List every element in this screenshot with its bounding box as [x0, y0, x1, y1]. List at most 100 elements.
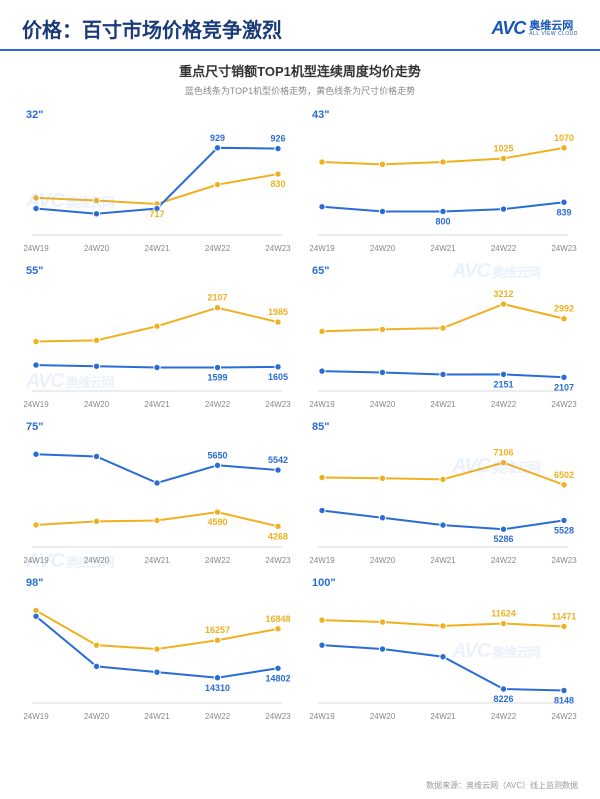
chart-panel: 32" 24W1924W2024W2124W2224W23 929926 717… — [20, 105, 294, 257]
chart-grid: 32" 24W19 24W20 24W21 24W22 24W23 929 926 717… — [0, 105, 600, 725]
chart-panel: 75" 24W1924W2024W2124W2224W23 56505542 4… — [20, 417, 294, 569]
chart-legend-note: 蓝色线条为TOP1机型价格走势，黄色线条为尺寸价格走势 — [0, 84, 600, 97]
svg-text:24W19: 24W19 — [23, 556, 49, 565]
svg-text:24W19: 24W19 — [309, 712, 335, 721]
svg-text:6502: 6502 — [554, 470, 574, 480]
brand-logo: AVC 奥维云网 ALL VIEW CLOUD — [492, 18, 578, 39]
chart-panel: 85" 24W1924W2024W2124W2224W23 52865528 7… — [306, 417, 580, 569]
panel-size-title: 65" — [312, 265, 329, 277]
svg-text:5528: 5528 — [554, 525, 574, 535]
svg-text:1025: 1025 — [493, 143, 513, 153]
line-chart-svg: 24W1924W2024W2124W2224W23 82268148 11624… — [306, 573, 580, 725]
svg-text:24W19: 24W19 — [309, 556, 335, 565]
svg-text:717: 717 — [149, 209, 164, 219]
svg-text:16848: 16848 — [265, 614, 290, 624]
line-chart-svg: 24W19 24W20 24W21 24W22 24W23 2151 2107 3212 2… — [306, 261, 580, 413]
svg-text:24W23: 24W23 — [265, 712, 291, 721]
header: 价格：百寸市场价格竞争激烈 AVC 奥维云网 ALL VIEW CLOUD — [0, 0, 600, 51]
svg-text:24W23: 24W23 — [551, 400, 577, 409]
svg-text:24W23: 24W23 — [265, 400, 291, 409]
svg-text:4590: 4590 — [207, 517, 227, 527]
chart-panel: 100" 24W1924W2024W2124W2224W23 82268148 … — [306, 573, 580, 725]
svg-text:2107: 2107 — [554, 382, 574, 392]
svg-text:24W20: 24W20 — [84, 400, 110, 409]
svg-text:8226: 8226 — [493, 694, 513, 704]
panel-size-title: 32" — [26, 109, 43, 121]
line-chart-svg: 24W1924W2024W2124W2224W23 929926 717830 — [20, 105, 294, 257]
svg-text:24W21: 24W21 — [430, 244, 456, 253]
svg-text:11471: 11471 — [552, 611, 577, 621]
svg-text:24W21: 24W21 — [430, 400, 456, 409]
svg-text:24W20: 24W20 — [370, 712, 396, 721]
svg-text:24W22: 24W22 — [205, 712, 231, 721]
line-chart-svg: 24W1924W2024W2124W2224W23 56505542 45904… — [20, 417, 294, 569]
line-chart-svg: 24W19 24W20 24W21 24W22 24W23 14310 14802 162… — [20, 573, 294, 725]
logo-cn-text: 奥维云网 — [529, 21, 578, 32]
svg-text:24W20: 24W20 — [370, 556, 396, 565]
svg-text:24W21: 24W21 — [144, 400, 170, 409]
chart-panel: 98" 24W19 24W20 24W21 24W22 24W23 14310 14802… — [20, 573, 294, 725]
chart-panel: 55" 24W1924W2024W2124W2224W23 15991605 2… — [20, 261, 294, 413]
chart-panel: 65" 24W19 24W20 24W21 24W22 24W23 2151 2107 3… — [306, 261, 580, 413]
svg-text:24W22: 24W22 — [205, 244, 231, 253]
svg-text:24W20: 24W20 — [84, 712, 110, 721]
chart-main-subtitle: 重点尺寸销额TOP1机型连续周度均价走势 — [0, 61, 600, 80]
svg-text:24W21: 24W21 — [430, 556, 456, 565]
svg-text:3212: 3212 — [493, 289, 513, 299]
chart-panel: 43" 24W19 24W20 24W21 24W22 24W23 800 839 102… — [306, 105, 580, 257]
svg-text:1985: 1985 — [268, 307, 288, 317]
svg-text:24W22: 24W22 — [491, 400, 517, 409]
svg-text:24W23: 24W23 — [265, 556, 291, 565]
svg-text:24W19: 24W19 — [23, 712, 49, 721]
panel-size-title: 55" — [26, 265, 43, 277]
svg-text:5286: 5286 — [493, 534, 513, 544]
panel-size-title: 75" — [26, 421, 43, 433]
svg-text:7106: 7106 — [493, 448, 513, 458]
svg-text:11624: 11624 — [491, 609, 516, 619]
svg-text:929: 929 — [210, 133, 225, 143]
line-chart-svg: 24W1924W2024W2124W2224W23 52865528 71066… — [306, 417, 580, 569]
panel-size-title: 100" — [312, 577, 336, 589]
svg-text:24W21: 24W21 — [144, 556, 170, 565]
svg-text:24W19: 24W19 — [309, 244, 335, 253]
svg-text:800: 800 — [435, 216, 450, 226]
panel-size-title: 43" — [312, 109, 329, 121]
svg-text:24W20: 24W20 — [370, 400, 396, 409]
panel-size-title: 98" — [26, 577, 43, 589]
svg-text:1605: 1605 — [268, 372, 288, 382]
svg-text:926: 926 — [270, 134, 285, 144]
panel-size-title: 85" — [312, 421, 329, 433]
svg-text:24W22: 24W22 — [205, 556, 231, 565]
svg-text:1599: 1599 — [207, 373, 227, 383]
svg-text:24W20: 24W20 — [84, 556, 110, 565]
svg-text:24W22: 24W22 — [205, 400, 231, 409]
subtitle-block: 重点尺寸销额TOP1机型连续周度均价走势 蓝色线条为TOP1机型价格走势，黄色线… — [0, 61, 600, 97]
svg-text:14802: 14802 — [265, 673, 290, 683]
line-chart-svg: 24W1924W2024W2124W2224W23 15991605 21071… — [20, 261, 294, 413]
svg-text:24W19: 24W19 — [23, 400, 49, 409]
svg-text:830: 830 — [270, 179, 285, 189]
svg-text:24W19: 24W19 — [309, 400, 335, 409]
svg-text:8148: 8148 — [554, 696, 574, 706]
svg-text:1070: 1070 — [554, 133, 574, 143]
svg-text:2992: 2992 — [554, 304, 574, 314]
svg-text:24W20: 24W20 — [370, 244, 396, 253]
svg-text:24W22: 24W22 — [491, 244, 517, 253]
svg-text:24W20: 24W20 — [84, 244, 110, 253]
page-title: 价格：百寸市场价格竞争激烈 — [22, 14, 282, 43]
svg-text:24W23: 24W23 — [265, 244, 291, 253]
svg-text:16257: 16257 — [205, 625, 230, 635]
svg-text:24W23: 24W23 — [551, 556, 577, 565]
svg-text:5650: 5650 — [207, 450, 227, 460]
svg-text:24W23: 24W23 — [551, 244, 577, 253]
svg-text:24W21: 24W21 — [144, 712, 170, 721]
svg-text:14310: 14310 — [205, 683, 230, 693]
svg-text:2151: 2151 — [493, 379, 513, 389]
svg-text:24W22: 24W22 — [491, 712, 517, 721]
line-chart-svg: 24W19 24W20 24W21 24W22 24W23 800 839 1025 107… — [306, 105, 580, 257]
logo-en-text: ALL VIEW CLOUD — [529, 32, 578, 37]
svg-text:839: 839 — [556, 207, 571, 217]
svg-text:4268: 4268 — [268, 531, 288, 541]
svg-text:24W21: 24W21 — [144, 244, 170, 253]
svg-text:24W21: 24W21 — [430, 712, 456, 721]
